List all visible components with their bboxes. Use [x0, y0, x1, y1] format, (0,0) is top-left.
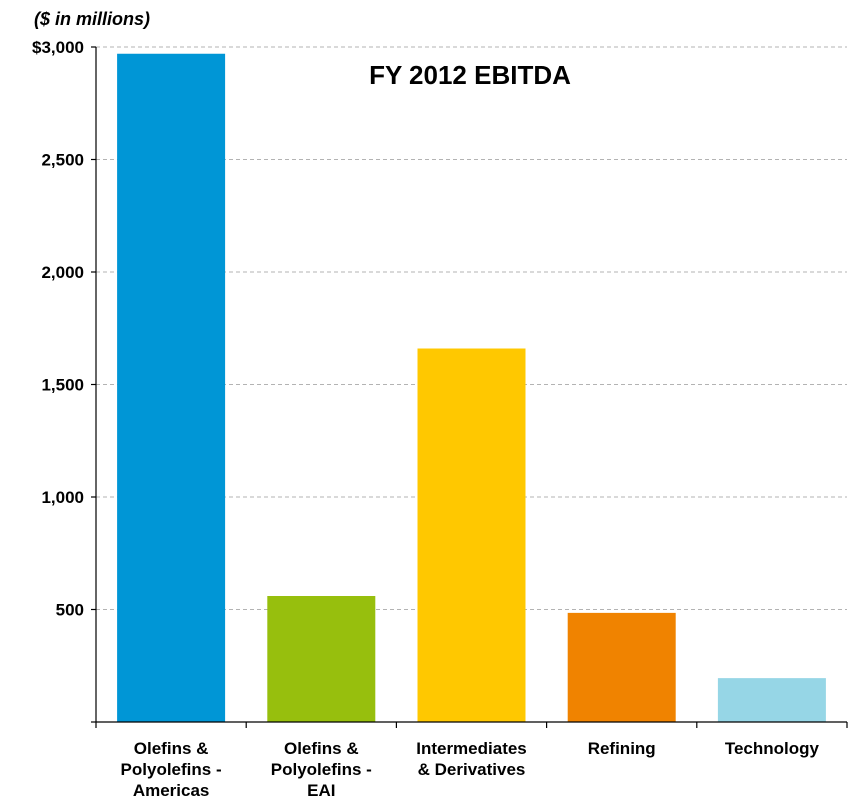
y-tick-labels: 500 1,000 1,500 2,000 2,500 $3,000 [32, 38, 84, 620]
bar [717, 678, 826, 722]
x-tick-label: Olefins & Polyolefins - Americas [121, 739, 222, 800]
grid-lines [96, 46, 847, 610]
bar [267, 596, 376, 722]
bars [117, 53, 826, 722]
x-tick-label-line: Olefins & [284, 739, 359, 758]
x-tick-label-line: EAI [307, 781, 335, 800]
y-tick-label: 1,000 [41, 488, 84, 507]
chart-title: FY 2012 EBITDA [369, 60, 571, 90]
x-tick-label-line: Olefins & [134, 739, 209, 758]
axes [91, 46, 848, 728]
y-tick-label: 2,000 [41, 263, 84, 282]
x-tick-label-line: Technology [725, 739, 820, 758]
x-tick-label: Olefins & Polyolefins - EAI [271, 739, 372, 800]
x-tick-label-line: Intermediates [416, 739, 527, 758]
bar [117, 53, 226, 722]
unit-label: ($ in millions) [34, 9, 150, 29]
y-tick-label: 2,500 [41, 151, 84, 170]
bar [417, 348, 526, 722]
x-tick-label-line: Refining [588, 739, 656, 758]
x-tick-labels: Olefins & Polyolefins - Americas Olefins & P… [121, 739, 820, 800]
x-tick-label-line: Polyolefins - [271, 760, 372, 779]
x-tick-label: Refining [588, 739, 656, 758]
x-tick-label-line: Americas [133, 781, 210, 800]
y-tick-label: 1,500 [41, 376, 84, 395]
bar [567, 612, 676, 722]
y-tick-label: $3,000 [32, 38, 84, 57]
x-tick-label: Technology [725, 739, 820, 758]
x-tick-label-line: & Derivatives [418, 760, 526, 779]
x-tick-label: Intermediates & Derivatives [416, 739, 527, 779]
y-tick-label: 500 [56, 601, 84, 620]
x-tick-label-line: Polyolefins - [121, 760, 222, 779]
